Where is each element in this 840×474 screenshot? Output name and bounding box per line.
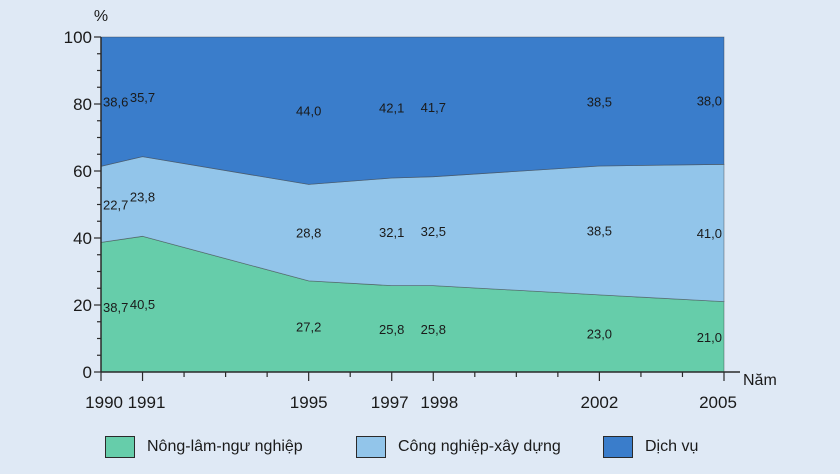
data-label-s1-p5: 38,5	[587, 224, 612, 239]
axes: 0 20 40 60 80 100 1990 1991 1995 1997 1998 2002 2005	[64, 28, 740, 412]
data-label-s1-p3: 32,1	[379, 225, 404, 240]
data-label-s0-p2: 27,2	[296, 319, 321, 334]
data-label-s2-p5: 38,5	[587, 95, 612, 110]
legend-label-services: Dịch vụ	[645, 438, 699, 455]
x-tick-label-1997: 1997	[371, 393, 409, 412]
data-label-s0-p0: 38,7	[103, 300, 128, 315]
y-tick-label-100: 100	[64, 28, 92, 47]
x-tick-label-1991: 1991	[128, 393, 166, 412]
legend-label-industry: Công nghiệp-xây dựng	[398, 438, 561, 455]
x-unit-label: Năm	[743, 372, 777, 389]
data-label-s1-p0: 22,7	[103, 197, 128, 212]
data-label-s2-p2: 44,0	[296, 104, 321, 119]
legend-swatch-industry	[356, 436, 386, 458]
x-tick-label-2002: 2002	[580, 393, 618, 412]
legend-item-industry: Công nghiệp-xây dựng	[356, 436, 561, 458]
legend-swatch-agriculture	[105, 436, 135, 458]
y-tick-label-40: 40	[73, 229, 92, 248]
data-label-s2-p3: 42,1	[379, 101, 404, 116]
legend-label-agriculture: Nông-lâm-ngư nghiệp	[147, 438, 303, 455]
data-label-s0-p3: 25,8	[379, 322, 404, 337]
chart-svg: 38,7 40,5 27,2 25,8 25,8 23,0 21,0 22,723,8 28,8…	[64, 8, 777, 412]
data-label-s0-p4: 25,8	[421, 322, 446, 337]
y-tick-label-0: 0	[83, 363, 92, 382]
data-labels: 38,7 40,5 27,2 25,8 25,8 23,0 21,0 22,723,8 28,8…	[103, 90, 722, 345]
data-label-s0-p6: 21,0	[697, 330, 722, 345]
data-label-s0-p1: 40,5	[130, 297, 155, 312]
y-tick-label-60: 60	[73, 162, 92, 181]
data-label-s2-p6: 38,0	[697, 94, 722, 109]
y-tick-label-80: 80	[73, 95, 92, 114]
x-tick-label-1998: 1998	[420, 393, 458, 412]
area-series-2	[100, 36, 725, 185]
data-label-s1-p1: 23,8	[130, 190, 155, 205]
data-label-s0-p5: 23,0	[587, 327, 612, 342]
x-tick-label-2005: 2005	[699, 393, 737, 412]
x-tick-label-1995: 1995	[290, 393, 328, 412]
data-label-s1-p2: 28,8	[296, 226, 321, 241]
data-label-s2-p0: 38,6	[103, 95, 128, 110]
area-layers	[100, 36, 725, 373]
x-tick-label-1990: 1990	[85, 393, 123, 412]
legend: Nông-lâm-ngư nghiệp Công nghiệp-xây dựng…	[0, 436, 840, 466]
legend-swatch-services	[603, 436, 633, 458]
data-label-s1-p6: 41,0	[697, 226, 722, 241]
legend-item-agriculture: Nông-lâm-ngư nghiệp	[105, 436, 303, 458]
y-tick-label-20: 20	[73, 296, 92, 315]
data-label-s2-p4: 41,7	[421, 100, 446, 115]
data-label-s2-p1: 35,7	[130, 90, 155, 105]
legend-item-services: Dịch vụ	[603, 436, 698, 458]
y-unit-label: %	[94, 8, 108, 25]
data-label-s1-p4: 32,5	[421, 224, 446, 239]
